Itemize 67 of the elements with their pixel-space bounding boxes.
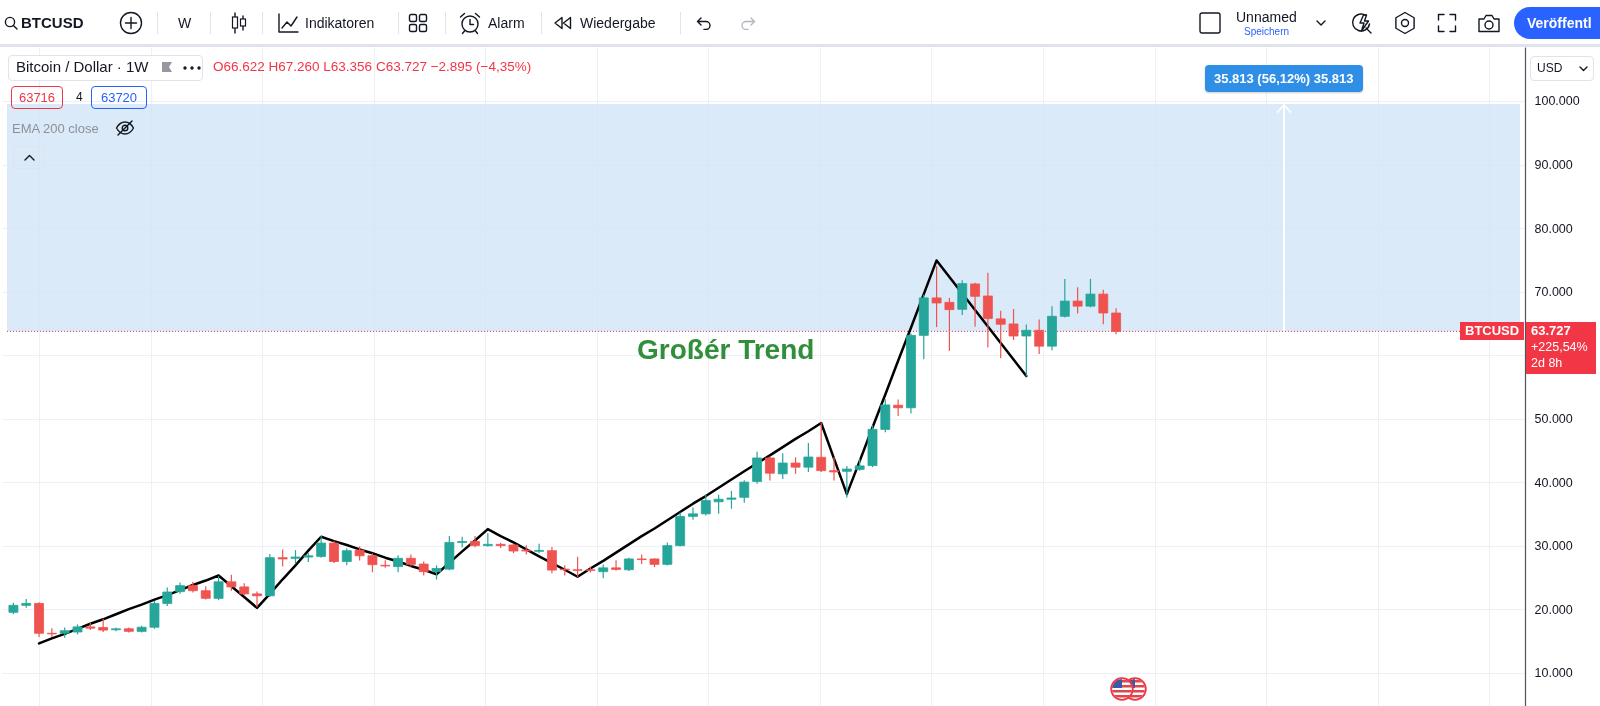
y-tick-label: 10.000 [1534, 666, 1573, 681]
annotation: EMA 200 close [12, 121, 99, 136]
candlestick [777, 453, 788, 479]
text: W [178, 15, 192, 31]
candlestick [46, 628, 57, 638]
line-series [37, 259, 1028, 645]
price-tag: 63.727 +225,54% 2d 8h [1526, 322, 1596, 375]
text: Bitcoin / Dollar · 1W [16, 58, 149, 75]
y-tick-label: 90.000 [1534, 158, 1573, 173]
text: Unnamed [1236, 9, 1297, 25]
text: O66.622 H67.260 L63.356 C63.727 −2.895 (−4,35%) [213, 59, 532, 74]
candlestick [1098, 289, 1109, 325]
candlestick [572, 556, 583, 578]
candlestick [1021, 324, 1032, 377]
candlestick [816, 422, 827, 472]
candlestick [1059, 278, 1070, 318]
text: Speichern [1244, 26, 1290, 37]
candlestick [982, 272, 993, 348]
annotation: Großér Trend [637, 334, 815, 366]
price-box: 63720 [91, 86, 147, 109]
candlestick [970, 282, 980, 327]
candlestick [1111, 308, 1122, 335]
text: BTCUSD [21, 14, 84, 31]
y-tick-label: 70.000 [1534, 285, 1573, 300]
candlestick [841, 465, 852, 498]
text: Indikatoren [305, 15, 375, 31]
candlestick [405, 554, 416, 567]
candlestick [944, 297, 955, 351]
candlestick [829, 457, 839, 481]
candlestick [149, 600, 160, 629]
publish-button: Veröffentl [1514, 7, 1600, 39]
candlestick [931, 266, 942, 328]
price-box: 63716 [11, 86, 63, 109]
annotation: 4 [76, 90, 83, 104]
candlestick [213, 576, 224, 601]
candlestick [1008, 309, 1019, 341]
candlestick [329, 540, 339, 564]
candlestick [893, 399, 904, 416]
candlestick [752, 451, 762, 484]
candlestick [739, 480, 750, 503]
y-tick-label: 80.000 [1534, 221, 1573, 236]
candlestick [803, 443, 814, 472]
candlestick [470, 536, 480, 548]
candlestick [1085, 278, 1096, 308]
candlestick [316, 536, 327, 558]
y-tick-label: 20.000 [1534, 602, 1573, 617]
y-tick-label: 100.000 [1534, 94, 1580, 109]
y-tick-label: 40.000 [1534, 475, 1573, 490]
text: Wiedergabe [580, 15, 656, 31]
candlestick [765, 456, 775, 481]
candlestick [1072, 287, 1083, 314]
candlestick [252, 591, 262, 608]
text: Alarm [488, 15, 525, 31]
candlestick [534, 543, 545, 554]
candlestick [995, 310, 1006, 359]
y-tick-label: 30.000 [1534, 539, 1573, 554]
band-label: 35.813 (56,12%) 35.813 [1205, 64, 1363, 92]
currency-select: USD [1530, 56, 1594, 81]
candlestick [547, 546, 557, 574]
candlestick [688, 507, 698, 520]
candlestick [662, 542, 673, 566]
candlestick [1034, 319, 1045, 355]
candlestick [188, 581, 198, 593]
candlestick [700, 494, 711, 516]
candlestick [611, 560, 621, 571]
ref-line-label: BTCUSD [1460, 322, 1525, 341]
y-tick-label: 50.000 [1534, 412, 1573, 427]
